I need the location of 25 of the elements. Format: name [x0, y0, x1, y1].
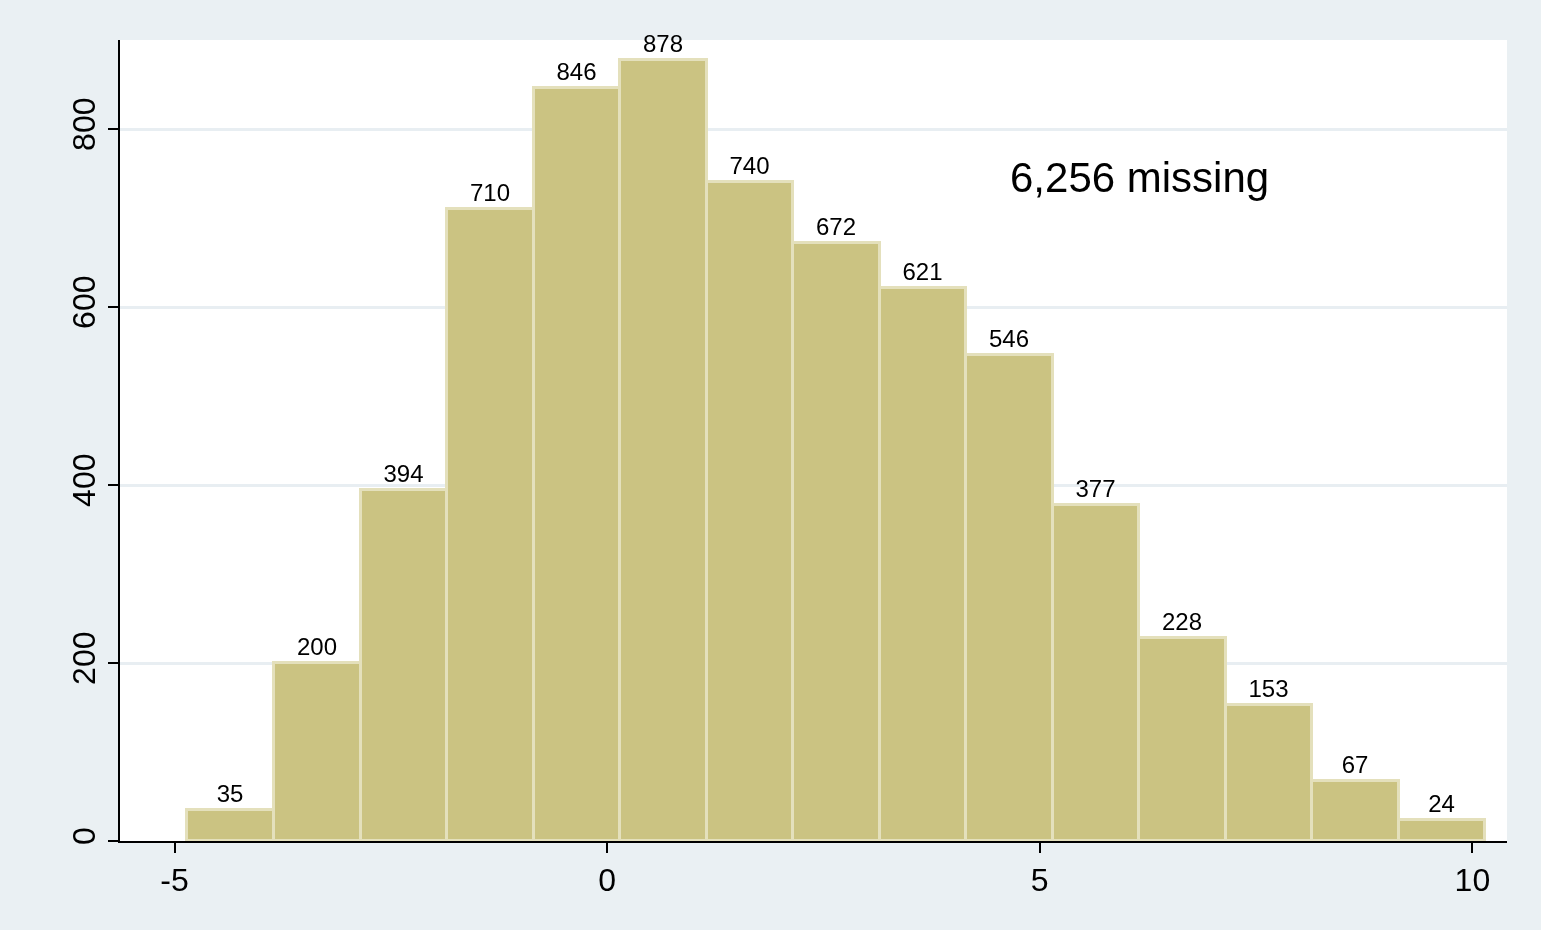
y-tick-label: 600 [66, 275, 103, 329]
data-label: 846 [556, 57, 597, 85]
x-tick-label: 10 [1454, 862, 1491, 899]
data-label: 394 [383, 459, 424, 487]
data-label: 672 [815, 212, 857, 240]
y-tick-label: 800 [66, 97, 103, 151]
x-tick-label: 0 [598, 862, 617, 899]
x-tick-label: -5 [160, 862, 189, 899]
data-label: 228 [1161, 607, 1203, 635]
data-label: 546 [988, 324, 1030, 352]
y-tick-label: 0 [66, 827, 103, 846]
y-tick-label: 200 [66, 631, 103, 685]
data-label: 621 [902, 257, 943, 285]
y-tick-label: 400 [66, 453, 103, 507]
data-label: 878 [642, 29, 684, 57]
data-label: 200 [296, 632, 338, 660]
data-label: 35 [216, 779, 244, 807]
data-label: 153 [1248, 674, 1289, 702]
data-label: 377 [1075, 474, 1116, 502]
x-tick-label: 5 [1030, 862, 1049, 899]
annotation: 6,256 missing [1010, 154, 1270, 201]
data-label: 24 [1428, 789, 1455, 817]
data-label: 67 [1341, 750, 1369, 778]
data-label: 710 [469, 178, 511, 206]
data-label: 740 [729, 151, 770, 179]
